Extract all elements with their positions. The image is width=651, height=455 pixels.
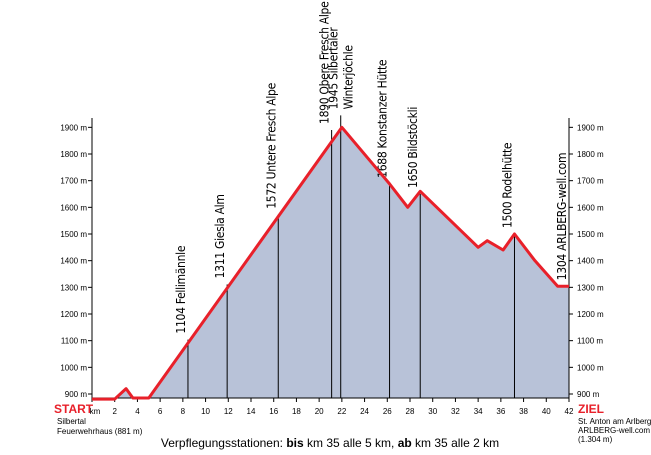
station-elevation: 1311 bbox=[213, 252, 227, 278]
y-tick-label: 1000 m bbox=[60, 363, 87, 372]
profile-area bbox=[92, 127, 569, 400]
y-tick-label: 1900 m bbox=[60, 123, 87, 132]
footer-part: km 35 alle 2 km bbox=[412, 436, 499, 450]
start-label: START bbox=[54, 402, 94, 416]
x-tick-label: km bbox=[90, 407, 101, 416]
station-elevation: 1500 bbox=[500, 201, 514, 228]
y-tick-label: 1700 m bbox=[60, 177, 87, 186]
y-tick-label-right: 900 m bbox=[577, 390, 600, 399]
station-elevation: 1945 bbox=[327, 83, 341, 109]
x-tick-label: 18 bbox=[292, 407, 301, 416]
y-tick-label-right: 1100 m bbox=[577, 337, 603, 346]
y-tick-label: 900 m bbox=[65, 390, 88, 399]
finish-line: St. Anton am Arlberg bbox=[578, 417, 651, 426]
station-label: 1500 Rodelhütte bbox=[500, 142, 514, 228]
y-tick-label: 1500 m bbox=[60, 230, 87, 239]
y-tick-label: 1200 m bbox=[60, 310, 87, 319]
station-elevation: 1572 bbox=[264, 183, 278, 209]
station-label: Winterjöchle bbox=[342, 45, 356, 110]
y-tick-label-right: 1500 m bbox=[577, 230, 604, 239]
y-tick-label: 1400 m bbox=[60, 257, 87, 266]
station-label: 1311 Giesla Alm bbox=[213, 194, 227, 278]
footer-part: bis bbox=[286, 436, 304, 450]
station-label: 1650 Bildstöckli bbox=[406, 107, 420, 188]
x-tick-label: 26 bbox=[383, 407, 392, 416]
x-tick-label: 2 bbox=[112, 407, 117, 416]
station-name: Obere Fresch Alpe bbox=[318, 1, 332, 95]
x-tick-label: 40 bbox=[542, 407, 551, 416]
x-tick-label: 16 bbox=[269, 407, 278, 416]
y-tick-label-right: 1400 m bbox=[577, 257, 604, 266]
x-tick-label: 14 bbox=[247, 407, 256, 416]
y-tick-label-right: 1700 m bbox=[577, 177, 604, 186]
station-elevation: 1650 bbox=[406, 161, 420, 188]
station-label: 1304 ARLBERG-well.com bbox=[555, 153, 569, 280]
y-tick-label-right: 1900 m bbox=[577, 123, 604, 132]
y-tick-label: 1100 m bbox=[61, 337, 87, 346]
station-name: Winterjöchle bbox=[342, 45, 356, 110]
x-tick-label: 42 bbox=[565, 407, 574, 416]
x-tick-label: 8 bbox=[181, 407, 186, 416]
station-name: Konstanzer Hütte bbox=[376, 59, 390, 148]
profile-line bbox=[92, 125, 569, 401]
footer-part: Verpflegungsstationen: bbox=[161, 436, 286, 450]
x-tick-label: 6 bbox=[158, 407, 163, 416]
finish-line: ARLBERG-well.com bbox=[578, 426, 650, 435]
x-tick-label: 24 bbox=[360, 407, 369, 416]
y-tick-label-right: 1800 m bbox=[577, 150, 604, 159]
footer-part: km 35 alle 5 km, bbox=[304, 436, 398, 450]
station-elevation: 1104 bbox=[174, 307, 188, 334]
station-name: Silbertaler bbox=[327, 27, 341, 80]
start-line: Silbertal bbox=[57, 417, 86, 426]
y-tick-label: 1300 m bbox=[60, 283, 87, 292]
y-tick-label-right: 1600 m bbox=[577, 203, 604, 212]
x-tick-label: 36 bbox=[496, 407, 505, 416]
station-label: 1104 Fellimännle bbox=[174, 245, 188, 333]
station-label: 1572 Untere Fresch Alpe bbox=[264, 82, 278, 208]
station-name: Fellimännle bbox=[174, 245, 188, 304]
station-label: 1945 Silbertaler bbox=[327, 27, 341, 110]
station-name: Rodelhütte bbox=[500, 142, 514, 199]
x-tick-label: 28 bbox=[406, 407, 415, 416]
station-elevation: 1304 bbox=[555, 254, 569, 281]
station-name: Giesla Alm bbox=[213, 194, 227, 249]
y-tick-label: 1600 m bbox=[60, 203, 87, 212]
y-tick-label-right: 1000 m bbox=[577, 363, 604, 372]
x-tick-label: 10 bbox=[201, 407, 210, 416]
x-tick-label: 12 bbox=[224, 407, 233, 416]
y-tick-label: 1800 m bbox=[60, 150, 87, 159]
y-tick-label-right: 1200 m bbox=[577, 310, 604, 319]
station-label: 1890 Obere Fresch Alpe bbox=[318, 1, 332, 124]
x-tick-label: 34 bbox=[474, 407, 483, 416]
finish-line: (1.304 m) bbox=[578, 435, 613, 444]
x-tick-label: 20 bbox=[315, 407, 324, 416]
x-tick-label: 4 bbox=[135, 407, 140, 416]
station-name: Bildstöckli bbox=[406, 107, 420, 159]
footer: Verpflegungsstationen: bis km 35 alle 5 … bbox=[161, 436, 499, 450]
station-label: 1688 Konstanzer Hütte bbox=[376, 59, 390, 178]
x-tick-label: 32 bbox=[451, 407, 460, 416]
start-line: Feuerwehrhaus (881 m) bbox=[57, 427, 143, 436]
footer-part: ab bbox=[398, 436, 412, 450]
station-name: Untere Fresch Alpe bbox=[264, 82, 278, 179]
x-tick-label: 38 bbox=[519, 407, 528, 416]
station-name: ARLBERG-well.com bbox=[555, 153, 569, 251]
x-tick-label: 22 bbox=[337, 407, 346, 416]
y-tick-label-right: 1300 m bbox=[577, 283, 604, 292]
station-elevation: 1890 bbox=[318, 97, 332, 124]
x-tick-label: 30 bbox=[428, 407, 437, 416]
finish-label: ZIEL bbox=[578, 402, 604, 416]
